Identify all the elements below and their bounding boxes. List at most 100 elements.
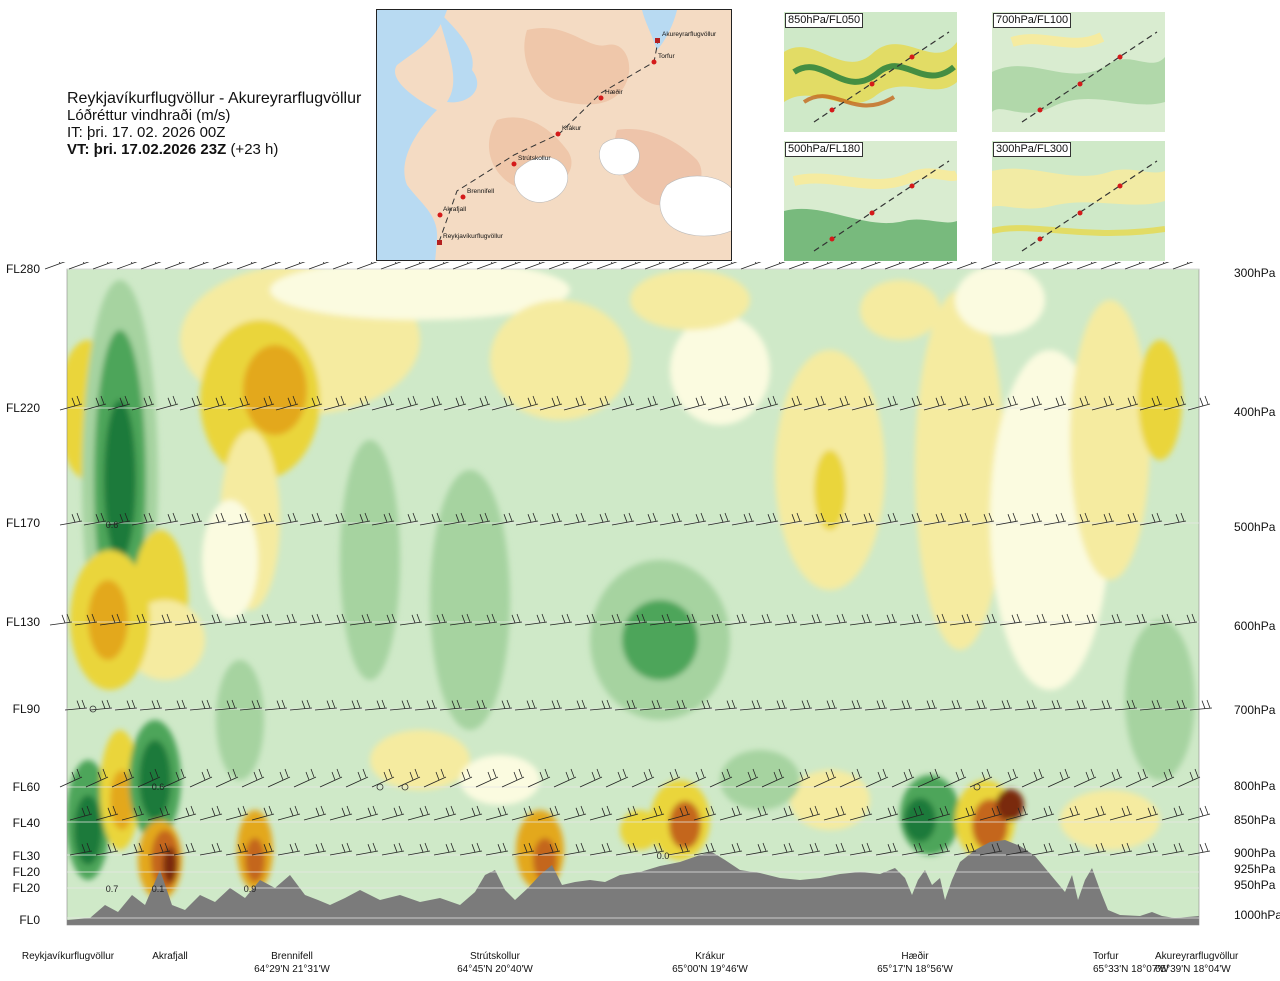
pressure-level-label: 300hPa xyxy=(1234,266,1276,280)
wind-barb xyxy=(414,699,438,711)
wind-barb xyxy=(797,842,821,856)
wind-barb xyxy=(995,768,1019,788)
wind-barb xyxy=(239,699,263,711)
wind-barb xyxy=(371,395,395,411)
wind-barb xyxy=(131,512,155,526)
waypoint-label: Akrafjall xyxy=(443,206,467,213)
eyjafjordur-water xyxy=(642,10,677,50)
wind-barb xyxy=(419,512,443,526)
wind-barb xyxy=(274,613,298,626)
wind-barb xyxy=(899,395,923,411)
wind-barb xyxy=(1057,842,1081,856)
wind-barb xyxy=(485,805,509,821)
wind-barb xyxy=(611,512,635,526)
wind-barb xyxy=(668,262,690,270)
wind-barb xyxy=(947,512,971,526)
wind-barb xyxy=(260,262,282,270)
wind-barb xyxy=(1052,262,1074,270)
contour-region xyxy=(790,770,870,830)
wind-barb xyxy=(1163,395,1187,411)
wind-barb xyxy=(914,699,938,711)
wind-barb xyxy=(284,262,306,270)
wind-barb xyxy=(827,512,851,526)
station-markers xyxy=(89,705,981,791)
wind-barb xyxy=(1049,613,1073,626)
wind-barb xyxy=(724,613,748,626)
station-name: Reykjavíkurflugvöllur xyxy=(21,951,115,962)
valid-time-label: VT: þri. 17.02.2026 23Z xyxy=(67,141,227,158)
wind-barb xyxy=(374,613,398,626)
wind-barb xyxy=(849,805,873,821)
wind-barb xyxy=(927,842,951,856)
wind-barb xyxy=(1125,768,1149,788)
wind-barb xyxy=(491,512,515,526)
wind-barb xyxy=(779,395,803,411)
contour-region xyxy=(74,795,102,865)
wind-barb xyxy=(407,842,431,856)
wind-barb xyxy=(860,262,882,270)
wind-barb xyxy=(489,699,513,711)
wind-barb xyxy=(707,512,731,526)
wind-barb xyxy=(659,512,683,526)
wind-barb xyxy=(164,699,188,711)
pressure-level-label: 700hPa xyxy=(1234,703,1276,717)
pressure-level-label: 600hPa xyxy=(1234,619,1276,633)
contour-region xyxy=(163,847,177,883)
wind-barb xyxy=(693,842,717,856)
issue-time: IT: þri. 17. 02. 2026 00Z xyxy=(67,124,226,141)
wind-barb xyxy=(212,262,234,270)
station-coords: 64°45'N 20°40'W xyxy=(457,964,533,975)
wind-barb xyxy=(953,842,977,856)
wind-barb xyxy=(511,805,535,821)
wind-barb xyxy=(771,842,795,856)
wind-barb xyxy=(439,699,463,711)
wind-barb xyxy=(121,842,145,856)
wind-barb xyxy=(179,395,203,411)
wind-barb xyxy=(611,395,635,411)
wind-barb xyxy=(114,699,138,711)
wind-barb xyxy=(275,512,299,526)
wind-barb xyxy=(548,262,570,270)
wind-barb xyxy=(803,395,827,411)
wind-barb xyxy=(214,699,238,711)
wind-barb xyxy=(199,842,223,856)
wind-barb xyxy=(899,512,923,526)
wind-barb xyxy=(241,768,265,788)
wind-barb xyxy=(539,395,563,411)
wind-barb xyxy=(884,262,906,270)
wind-barb xyxy=(771,805,795,821)
wind-barb xyxy=(349,613,373,626)
wind-barb xyxy=(971,395,995,411)
waypoint-label: Reykjavíkurflugvöllur xyxy=(443,233,504,240)
wind-barb xyxy=(1139,395,1163,411)
contour-blobs xyxy=(67,269,1195,900)
wind-barb xyxy=(323,512,347,526)
waypoint-dot xyxy=(651,59,657,65)
wind-barb xyxy=(851,512,875,526)
wind-barb xyxy=(289,699,313,711)
wind-barb xyxy=(974,613,998,626)
wind-barb xyxy=(364,699,388,711)
wind-barb xyxy=(1074,613,1098,626)
wind-barb xyxy=(251,842,275,856)
wind-barb xyxy=(1076,262,1098,270)
wind-barb xyxy=(563,842,587,856)
wind-barb xyxy=(459,805,483,821)
wind-barb xyxy=(1187,842,1211,856)
station-coords: 65°39'N 18°04'W xyxy=(1155,964,1231,975)
wind-barb xyxy=(899,613,923,626)
wind-barb xyxy=(641,805,665,821)
highland-ridge-1 xyxy=(524,27,630,105)
waypoint-dot xyxy=(460,194,466,200)
wind-barb xyxy=(1083,805,1107,821)
station-name: Strútskollur xyxy=(469,951,520,962)
flight-level-label: FL90 xyxy=(12,702,40,716)
waypoint-torfur: Torfur xyxy=(651,53,675,65)
wind-barb xyxy=(1067,395,1091,411)
wind-barb xyxy=(563,805,587,821)
wind-barb xyxy=(693,805,717,821)
wind-barb xyxy=(692,262,714,270)
wind-barb xyxy=(224,613,248,626)
vertical-velocity-cross-section: 0.6 0.6 0.7 0.1 0.9 0.0 xyxy=(44,262,1213,926)
wind-barb xyxy=(864,699,888,711)
